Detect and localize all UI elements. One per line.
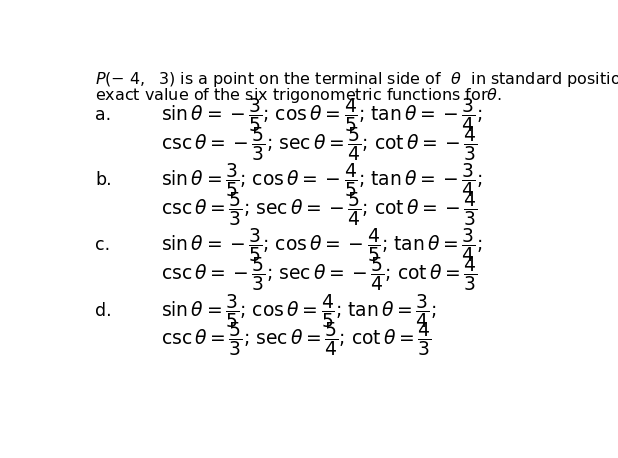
Text: d.: d. (95, 302, 112, 320)
Text: $\sin\theta = -\dfrac{3}{5}$; $\cos\theta = \dfrac{4}{5}$; $\tan\theta = -\dfrac: $\sin\theta = -\dfrac{3}{5}$; $\cos\thet… (161, 96, 482, 134)
Text: $\sin\theta = \dfrac{3}{5}$; $\cos\theta = \dfrac{4}{5}$; $\tan\theta = \dfrac{3: $\sin\theta = \dfrac{3}{5}$; $\cos\theta… (161, 292, 436, 330)
Text: $\csc\theta = -\dfrac{5}{3}$; $\sec\theta = \dfrac{5}{4}$; $\cot\theta = -\dfrac: $\csc\theta = -\dfrac{5}{3}$; $\sec\thet… (161, 125, 478, 163)
Text: $P(-\ 4,\ \ 3)$ is a point on the terminal side of $\ \theta\ $ in standard posi: $P(-\ 4,\ \ 3)$ is a point on the termin… (95, 70, 618, 89)
Text: exact value of the six trigonometric functions for$\theta$.: exact value of the six trigonometric fun… (95, 86, 502, 105)
Text: $\csc\theta = \dfrac{5}{3}$; $\sec\theta = -\dfrac{5}{4}$; $\cot\theta = -\dfrac: $\csc\theta = \dfrac{5}{3}$; $\sec\theta… (161, 190, 478, 228)
Text: $\csc\theta = -\dfrac{5}{3}$; $\sec\theta = -\dfrac{5}{4}$; $\cot\theta = \dfrac: $\csc\theta = -\dfrac{5}{3}$; $\sec\thet… (161, 256, 478, 293)
Text: c.: c. (95, 236, 111, 254)
Text: a.: a. (95, 106, 112, 124)
Text: $\sin\theta = \dfrac{3}{5}$; $\cos\theta = -\dfrac{4}{5}$; $\tan\theta = -\dfrac: $\sin\theta = \dfrac{3}{5}$; $\cos\theta… (161, 161, 482, 199)
Text: b.: b. (95, 171, 112, 189)
Text: $\sin\theta = -\dfrac{3}{5}$; $\cos\theta = -\dfrac{4}{5}$; $\tan\theta = \dfrac: $\sin\theta = -\dfrac{3}{5}$; $\cos\thet… (161, 226, 482, 264)
Text: $\csc\theta = \dfrac{5}{3}$; $\sec\theta = \dfrac{5}{4}$; $\cot\theta = \dfrac{4: $\csc\theta = \dfrac{5}{3}$; $\sec\theta… (161, 321, 432, 359)
